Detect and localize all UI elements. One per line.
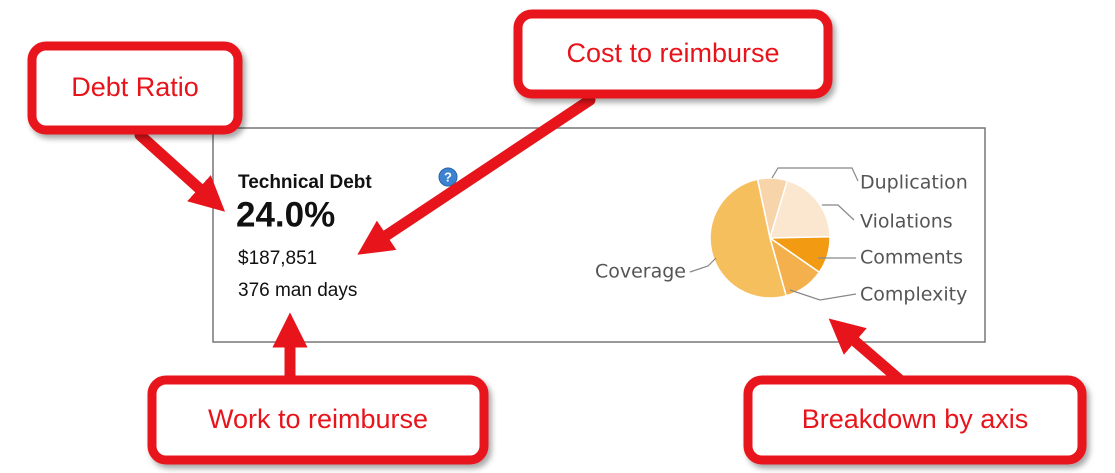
widget-title: Technical Debt [238, 172, 372, 193]
leader-line [822, 204, 855, 221]
pie-slice [768, 179, 831, 239]
work-value: 376 man days [238, 280, 357, 301]
widget-panel [212, 127, 986, 343]
callout-text: Work to reimburse [208, 404, 428, 434]
svg-text:?: ? [444, 169, 452, 184]
pie-label: Complexity [860, 284, 967, 306]
leader-line [771, 167, 859, 182]
arrow [828, 318, 906, 386]
pie-label: Coverage [595, 261, 686, 283]
arrow [134, 129, 226, 212]
arrow [357, 94, 596, 255]
pie-label: Duplication [860, 172, 968, 194]
callout-box [743, 375, 1087, 465]
callout-box [147, 375, 489, 465]
debt-ratio: 24.0% [236, 195, 335, 234]
callout-text: Cost to reimburse [566, 38, 779, 68]
help-icon[interactable]: ? [438, 167, 458, 187]
pie-label: Comments [860, 247, 963, 269]
callout-box [513, 9, 833, 99]
cost-value: $187,851 [238, 248, 317, 269]
arrows [134, 94, 906, 386]
pie-slice [709, 178, 788, 299]
leader-line [789, 289, 857, 301]
pie-chart [709, 177, 831, 299]
callout-text: Debt Ratio [71, 72, 199, 102]
chart-title: Breakdown by axis [802, 404, 1029, 434]
pie-label: Violations [860, 211, 953, 233]
leader-line [689, 257, 717, 273]
callout-box [27, 41, 243, 135]
